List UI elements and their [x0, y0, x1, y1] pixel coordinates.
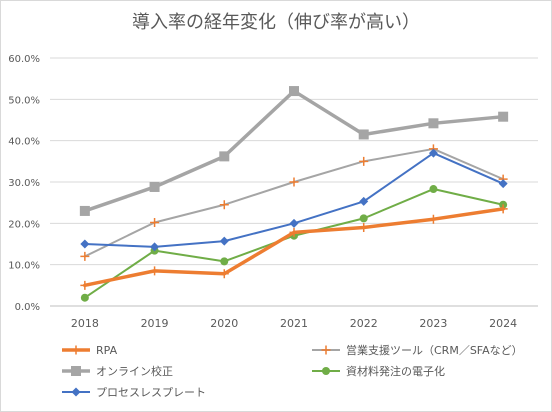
- x-axis-tick-labels: 2018 2019 2020 2021 2022 2023 2024: [71, 317, 517, 330]
- data-point: [219, 236, 229, 246]
- series-3: [79, 86, 509, 216]
- data-point: [79, 205, 90, 216]
- y-tick-label: 20.0%: [8, 219, 40, 230]
- data-point: [219, 151, 230, 162]
- data-point: [498, 111, 509, 122]
- series-2: [80, 144, 508, 261]
- legend-item: 資材料発注の電子化: [312, 364, 445, 378]
- data-point: [150, 266, 160, 276]
- data-point: [220, 257, 229, 266]
- legend-label: オンライン校正: [96, 364, 173, 378]
- legend-item: オンライン校正: [62, 364, 173, 378]
- data-point: [149, 181, 160, 192]
- data-point: [428, 214, 438, 224]
- legend: RPA 営業支援ツール（CRM／SFAなど） オンライン校正 資材料発注の電子化プロセ…: [62, 343, 523, 399]
- legend-item: 営業支援ツール（CRM／SFAなど）: [312, 343, 523, 357]
- y-tick-label: 0.0%: [15, 302, 40, 313]
- data-point: [80, 280, 90, 290]
- y-tick-label: 50.0%: [8, 95, 40, 106]
- x-tick-label: 2023: [419, 317, 447, 330]
- chart-title: 導入率の経年変化（伸び率が高い）: [132, 12, 420, 33]
- data-point: [498, 204, 508, 214]
- x-tick-label: 2019: [141, 317, 169, 330]
- legend-item: プロセスレスプレート: [62, 386, 206, 399]
- data-point: [429, 185, 438, 194]
- series-5: [80, 148, 508, 252]
- data-point: [289, 227, 299, 237]
- data-point: [150, 242, 160, 252]
- data-point: [219, 200, 229, 210]
- data-point: [150, 218, 160, 228]
- data-point: [359, 222, 369, 232]
- x-tick-label: 2022: [350, 317, 378, 330]
- series-line: [83, 188, 505, 299]
- series-4: [80, 185, 508, 302]
- legend-marker: [71, 387, 81, 397]
- data-point: [428, 118, 439, 129]
- x-tick-label: 2018: [71, 317, 99, 330]
- legend-marker: [71, 366, 81, 376]
- legend-label: 営業支援ツール（CRM／SFAなど）: [346, 343, 523, 357]
- data-point: [289, 86, 299, 97]
- data-point: [80, 251, 90, 261]
- y-tick-label: 40.0%: [8, 137, 40, 148]
- series-1: [80, 204, 508, 290]
- data-point: [80, 239, 90, 249]
- data-point: [219, 269, 229, 279]
- y-axis-tick-labels: 0.0% 10.0% 20.0% 30.0% 40.0% 50.0% 60.0%: [8, 54, 40, 313]
- y-tick-label: 10.0%: [8, 261, 40, 272]
- data-point: [359, 156, 369, 166]
- data-point: [359, 196, 369, 206]
- data-point: [359, 214, 368, 223]
- data-point: [289, 218, 299, 228]
- legend-marker: [322, 367, 330, 375]
- legend-label: 資材料発注の電子化: [346, 364, 445, 378]
- x-tick-label: 2024: [489, 317, 517, 330]
- legend-label: RPA: [96, 344, 118, 357]
- data-point: [498, 179, 508, 189]
- series-lines: [79, 86, 509, 302]
- data-point: [428, 148, 438, 158]
- legend-marker: [321, 345, 331, 355]
- data-point: [358, 129, 369, 140]
- legend-label: プロセスレスプレート: [96, 386, 206, 399]
- legend-marker: [71, 345, 81, 355]
- gridlines: [50, 57, 538, 307]
- series-line: [83, 147, 505, 258]
- data-point: [80, 293, 89, 302]
- y-tick-label: 30.0%: [8, 178, 40, 189]
- legend-item: RPA: [62, 344, 118, 357]
- data-point: [289, 177, 299, 187]
- x-tick-label: 2021: [280, 317, 308, 330]
- x-tick-label: 2020: [210, 317, 238, 330]
- y-tick-label: 60.0%: [8, 54, 40, 65]
